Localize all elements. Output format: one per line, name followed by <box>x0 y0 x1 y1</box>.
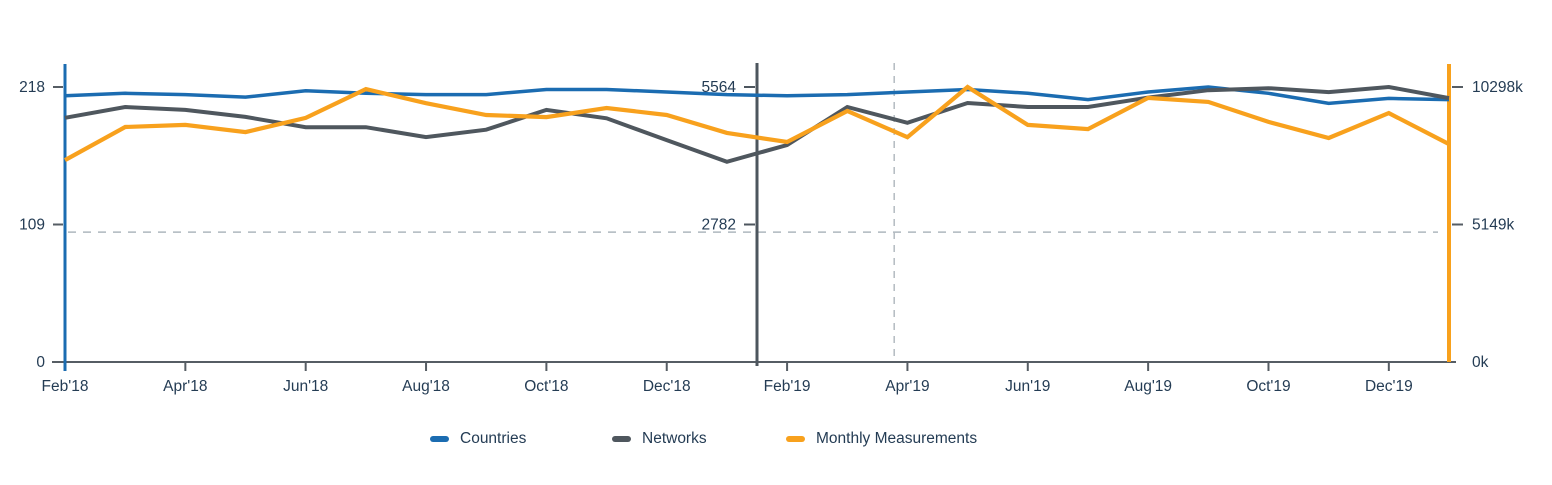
x-axis-tick-label: Jun'19 <box>1005 378 1050 395</box>
center-y-axis-tick-label: 5564 <box>702 79 737 96</box>
x-axis-tick-label: Apr'19 <box>885 378 929 395</box>
countries-swatch-icon <box>430 436 449 442</box>
x-axis-tick-label: Jun'18 <box>283 378 328 395</box>
plot-area: Feb'18 Apr'18 Jun'18 Aug'18 Oct'18 Dec'18 Feb'… <box>19 63 1523 395</box>
x-axis-tick-label: Apr'18 <box>163 378 207 395</box>
left-y-axis-tick-label: 0 <box>36 354 45 371</box>
center-y-axis-tick-label: 2782 <box>702 217 736 234</box>
series-line-monthly-measurements[interactable] <box>63 84 1450 162</box>
x-axis-tick-label: Dec'19 <box>1365 378 1413 395</box>
x-axis-tick-label: Aug'18 <box>402 378 450 395</box>
series-line-networks[interactable] <box>64 84 1450 164</box>
legend-item-monthly-measurements[interactable]: Monthly Measurements <box>786 424 977 454</box>
monthly-measurements-swatch-icon <box>786 436 805 442</box>
right-y-axis-tick-label: 5149k <box>1472 217 1514 234</box>
x-axis-tick-label: Oct'18 <box>524 378 568 395</box>
legend: Countries Networks Monthly Measurements <box>0 424 1552 460</box>
x-axis-tick-label: Feb'19 <box>764 378 811 395</box>
legend-item-networks[interactable]: Networks <box>612 424 707 454</box>
networks-swatch-icon <box>612 436 631 442</box>
x-axis-tick-label: Oct'19 <box>1246 378 1290 395</box>
x-axis-tick-label: Dec'18 <box>643 378 691 395</box>
left-y-axis-tick-label: 218 <box>19 79 45 96</box>
x-axis-tick-label: Feb'18 <box>42 378 89 395</box>
right-y-axis-tick-label: 10298k <box>1472 79 1523 96</box>
legend-label: Countries <box>460 430 527 447</box>
legend-label: Monthly Measurements <box>816 430 978 447</box>
left-y-axis-tick-label: 109 <box>19 217 45 234</box>
right-y-axis-tick-label: 0k <box>1472 354 1489 371</box>
x-axis-tick-label: Aug'19 <box>1124 378 1172 395</box>
legend-label: Networks <box>642 430 707 447</box>
legend-item-countries[interactable]: Countries <box>430 424 526 454</box>
